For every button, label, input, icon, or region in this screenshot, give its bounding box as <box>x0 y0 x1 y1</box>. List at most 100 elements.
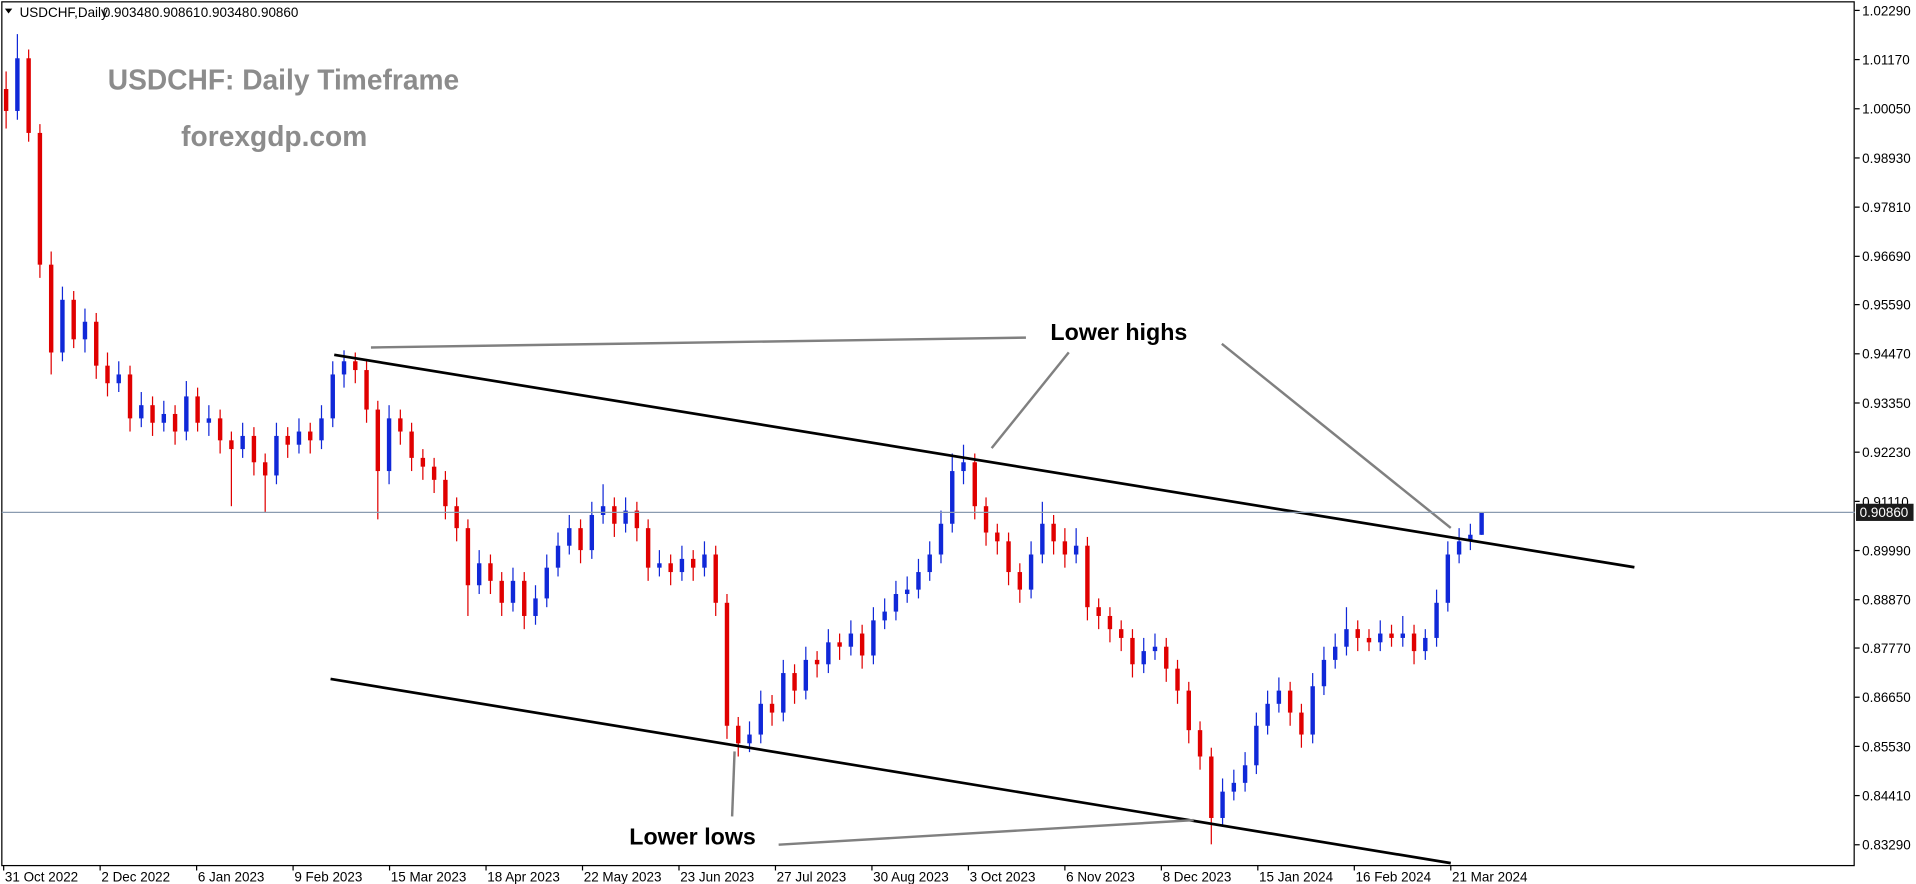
y-tick-label: 0.89990 <box>1862 543 1911 558</box>
candle-body <box>1096 607 1101 616</box>
annotation: Lower highs <box>1050 319 1187 345</box>
price-label: 0.90860 <box>1860 505 1909 520</box>
candle-body <box>1332 646 1338 660</box>
candle-body <box>1378 633 1383 643</box>
y-tick-label: 0.95590 <box>1862 298 1911 313</box>
lower-trendline <box>330 677 1451 865</box>
pointer-line <box>370 336 1026 349</box>
candle-body <box>859 633 865 656</box>
ohlc-high: 0.90861 <box>152 5 201 20</box>
candle-body <box>1276 690 1282 704</box>
candle-body <box>555 545 561 568</box>
candle-body <box>837 642 842 647</box>
pointer-line <box>778 818 1194 846</box>
candle-body <box>364 370 369 410</box>
y-tick-label: 0.96690 <box>1862 249 1911 264</box>
candle-body <box>139 405 144 419</box>
x-tick-label: 18 Apr 2023 <box>487 870 560 884</box>
candle-body <box>82 321 88 340</box>
candle-body <box>375 409 381 472</box>
candle-body <box>105 365 110 384</box>
candle-body <box>1152 646 1158 652</box>
candle-body <box>330 374 335 419</box>
candle-body <box>296 431 302 445</box>
y-tick-label: 0.87770 <box>1862 641 1911 656</box>
candle-body <box>1411 633 1417 652</box>
candle-body <box>240 435 245 450</box>
candle-body <box>161 413 167 423</box>
y-tick-label: 0.97810 <box>1862 200 1911 215</box>
candle-body <box>1118 629 1124 638</box>
candle-body <box>1220 791 1225 818</box>
candle-body <box>386 418 392 472</box>
candle-body <box>612 506 617 524</box>
candle-body <box>814 659 820 665</box>
candle-body <box>1321 659 1327 687</box>
candle-body <box>431 466 437 480</box>
candle-body <box>308 431 313 441</box>
ohlc-open: 0.90348 <box>103 5 152 20</box>
candle-body <box>950 471 955 524</box>
candle-body <box>195 396 200 423</box>
candle-body <box>26 58 31 133</box>
pointer-line <box>990 351 1070 449</box>
candle-body <box>48 264 54 353</box>
candle-body <box>454 506 459 529</box>
x-tick-label: 30 Aug 2023 <box>873 870 949 884</box>
candle-body <box>398 418 403 432</box>
candle-body <box>747 734 752 744</box>
candle-body <box>690 558 696 568</box>
candle-body <box>116 374 121 384</box>
y-tick-label: 1.00050 <box>1862 102 1911 117</box>
candle-body <box>533 598 538 616</box>
candle-body <box>353 361 358 371</box>
y-tick-label: 0.93350 <box>1862 396 1911 411</box>
candle-body <box>1175 668 1180 691</box>
candle-body <box>1231 782 1237 792</box>
candle-body <box>510 580 516 603</box>
ohlc-close: 0.90860 <box>250 5 299 20</box>
candle-body <box>15 58 20 111</box>
candle-body <box>916 572 921 590</box>
x-tick-label: 9 Feb 2023 <box>294 870 362 884</box>
candle-body <box>578 528 583 551</box>
candle-body <box>1197 730 1203 757</box>
candle-body <box>1254 725 1259 766</box>
candle-body <box>544 567 549 599</box>
candle-body <box>285 435 290 445</box>
candle-body <box>623 510 628 524</box>
candle-body <box>679 558 685 573</box>
candle-body <box>589 514 595 551</box>
x-tick-label: 6 Nov 2023 <box>1066 870 1135 884</box>
candle-body <box>522 580 527 616</box>
y-tick-label: 0.86650 <box>1862 690 1911 705</box>
candle-body <box>150 405 155 423</box>
candle-body <box>600 506 606 515</box>
upper-trendline <box>334 353 1635 569</box>
candle-body <box>1389 633 1394 638</box>
candle-body <box>1242 765 1248 783</box>
y-tick-label: 0.85530 <box>1862 739 1911 754</box>
x-tick-label: 23 Jun 2023 <box>680 870 754 884</box>
candle-body <box>172 413 178 432</box>
candle-body <box>645 528 651 568</box>
candle-body <box>37 132 43 265</box>
x-tick-label: 2 Dec 2022 <box>101 870 170 884</box>
candle-body <box>1062 541 1068 555</box>
candle-body <box>1344 629 1349 647</box>
candle-body <box>1040 523 1045 555</box>
candle-body <box>476 563 482 586</box>
menu-triangle[interactable] <box>4 8 13 14</box>
candle-body <box>71 299 76 340</box>
candle-body <box>1186 690 1191 731</box>
x-tick-label: 27 Jul 2023 <box>777 870 847 884</box>
candle-body <box>274 435 279 476</box>
candle-body <box>826 642 831 665</box>
candle-body <box>567 528 572 546</box>
candles <box>3 34 1484 845</box>
annotation: Lower lows <box>629 824 756 850</box>
overlay-subtitle: forexgdp.com <box>181 120 367 152</box>
candle-body <box>1479 512 1484 535</box>
overlay-title: USDCHF: Daily Timeframe <box>108 64 459 96</box>
